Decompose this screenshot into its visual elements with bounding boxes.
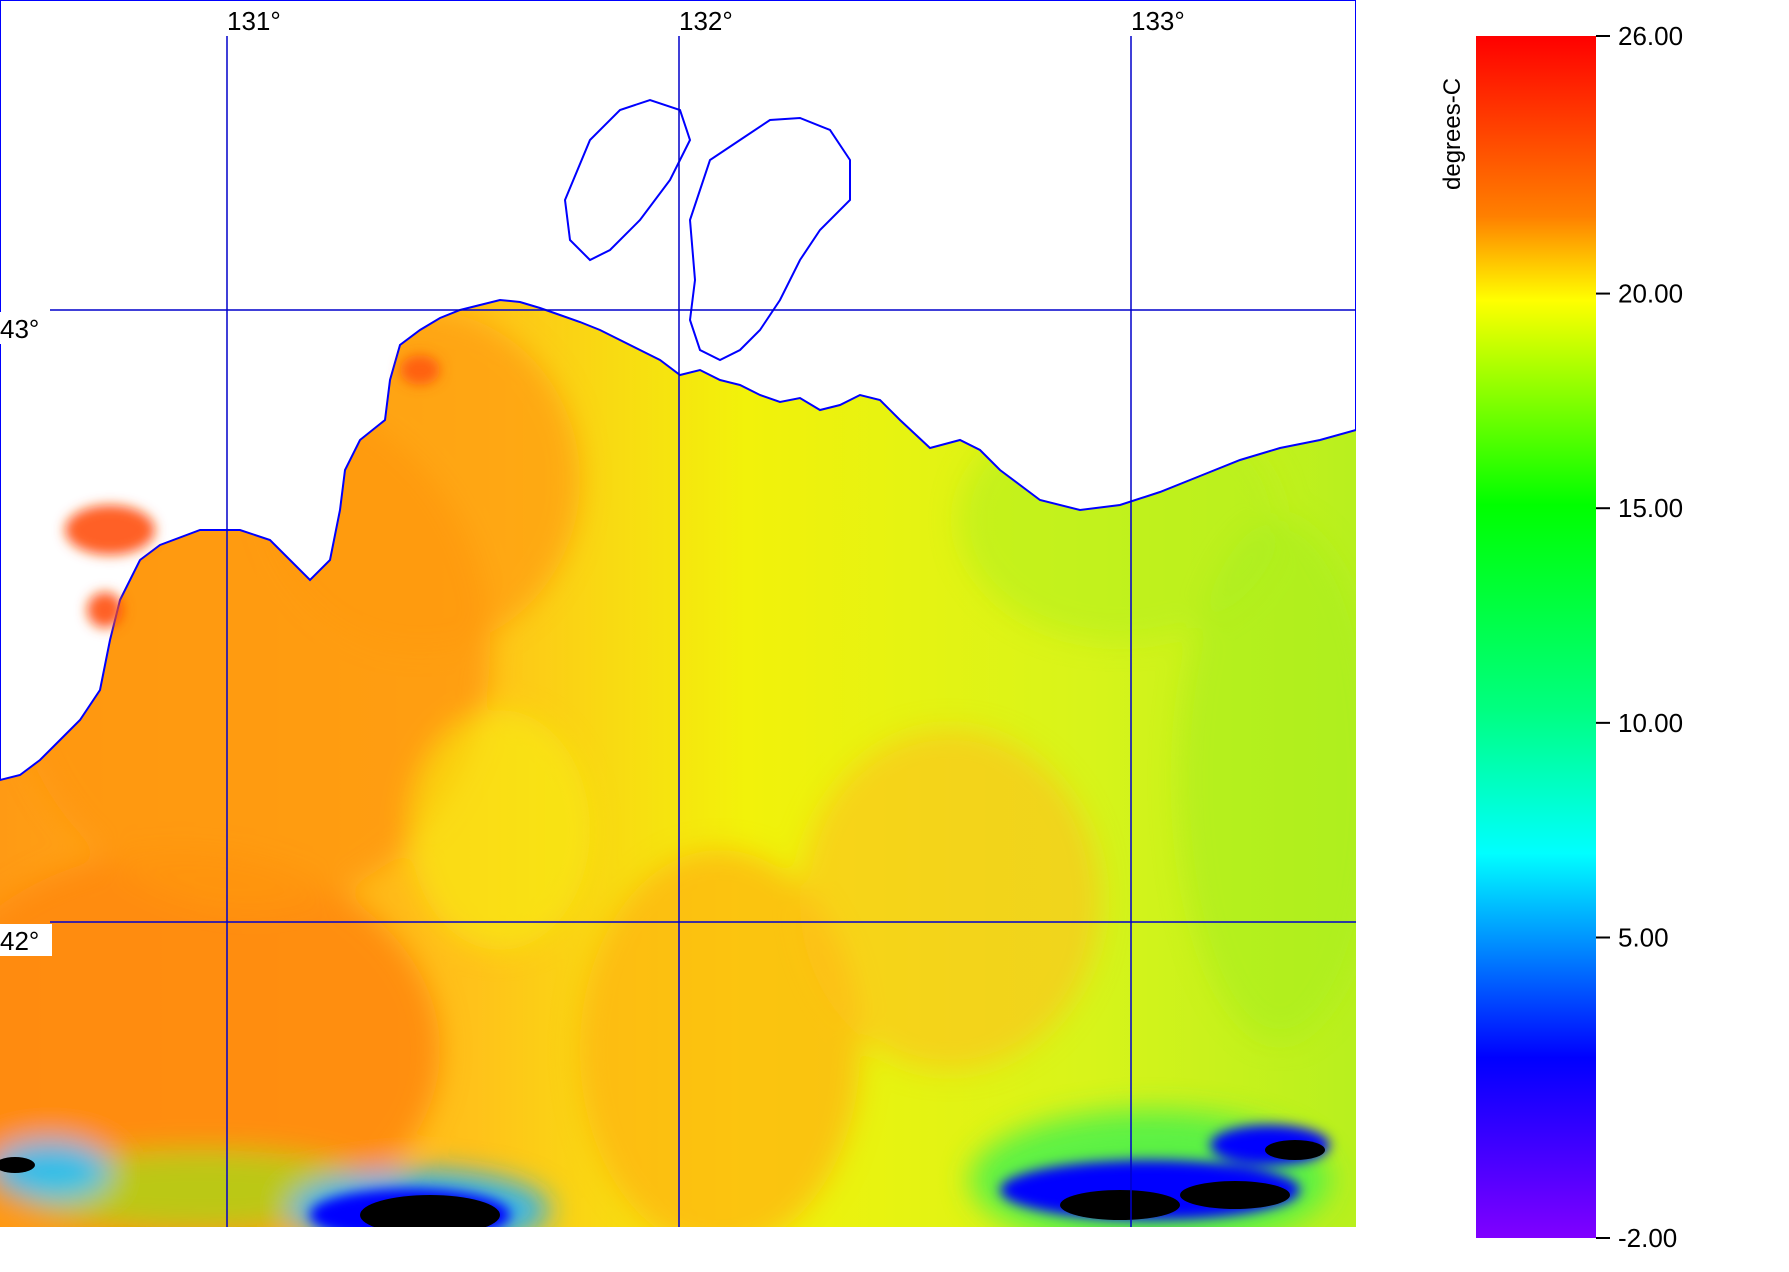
colorbar: degrees-C 26.00 20.00 15.00 10.00 5.00 -2.00 [1439,21,1683,1253]
colorbar-title: degrees-C [1439,78,1466,190]
colorbar-tick-label: -2.00 [1618,1223,1677,1253]
colorbar-tick-label: 15.00 [1618,493,1683,523]
coastal-warm-water [65,355,440,628]
lon-label-133: 133° [1131,6,1185,36]
lat-label-43: 43° [0,314,39,344]
colorbar-tick-label: 26.00 [1618,21,1683,51]
colorbar-tick-label: 5.00 [1618,923,1669,953]
lon-label-132: 132° [679,6,733,36]
graticule [50,36,1356,1227]
colorbar-ticks: 26.00 20.00 15.00 10.00 5.00 -2.00 [1596,21,1683,1253]
landmass [0,0,1356,782]
colorbar-tick-label: 20.00 [1618,279,1683,309]
lat-label-42: 42° [0,926,39,956]
lon-label-131: 131° [227,6,281,36]
colorbar-ramp [1476,36,1596,1238]
colorbar-tick-label: 10.00 [1618,708,1683,738]
